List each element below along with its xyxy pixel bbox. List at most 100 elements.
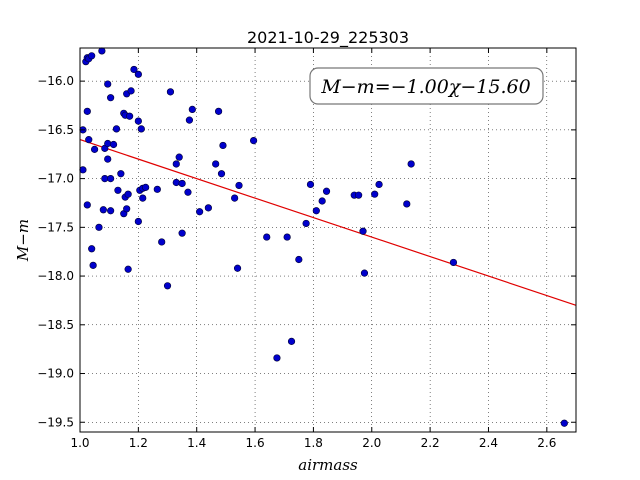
chart-title: 2021-10-29_225303 — [247, 28, 409, 48]
data-point — [127, 87, 135, 95]
data-point — [306, 180, 315, 189]
data-point — [104, 155, 112, 163]
data-point — [318, 197, 326, 205]
data-point — [375, 180, 383, 189]
data-point — [112, 125, 121, 133]
data-point — [178, 229, 186, 237]
data-point — [235, 181, 243, 190]
data-point — [322, 187, 331, 195]
data-point — [153, 185, 161, 193]
x-tick-label: 2.2 — [421, 436, 440, 450]
data-point — [212, 160, 220, 168]
y-tick-label: −18.5 — [37, 318, 74, 332]
data-point — [142, 183, 150, 191]
x-axis-ticks: 1.0 1.2 1.4 1.6 1.8 2.0 2.2 2.4 2.6 — [70, 48, 556, 450]
data-point — [88, 52, 96, 60]
fit-line — [79, 139, 577, 306]
data-point — [166, 88, 175, 96]
data-point — [175, 153, 183, 161]
data-point — [123, 205, 131, 213]
data-point — [250, 136, 258, 145]
data-point — [287, 337, 296, 345]
data-point — [185, 116, 194, 124]
data-point — [184, 188, 192, 196]
data-point — [114, 186, 122, 194]
plot-frame — [79, 47, 577, 433]
data-point — [126, 112, 134, 120]
y-tick-label: −16.0 — [37, 74, 74, 88]
data-point — [355, 191, 363, 199]
data-point — [231, 194, 239, 202]
y-axis-ticks: −16.0 −16.5 −17.0 −17.5 −18.0 −18.5 −19.0 −19.5 — [37, 74, 576, 429]
data-point — [134, 117, 142, 125]
x-tick-label: 1.2 — [129, 436, 148, 450]
data-point — [172, 178, 180, 187]
data-point — [134, 70, 142, 78]
data-point — [158, 238, 166, 246]
data-point — [107, 174, 115, 183]
data-point — [273, 354, 281, 362]
data-point — [449, 258, 458, 267]
data-point — [359, 227, 367, 235]
data-point — [283, 233, 291, 241]
data-point — [371, 190, 379, 198]
x-tick-label: 1.4 — [187, 436, 206, 450]
data-point — [117, 170, 125, 178]
data-point — [85, 136, 93, 144]
data-point — [172, 160, 180, 168]
data-point — [360, 269, 369, 277]
y-tick-label: −17.0 — [37, 172, 74, 186]
data-point — [233, 264, 242, 272]
x-tick-label: 2.4 — [479, 436, 498, 450]
data-point — [219, 141, 227, 150]
y-tick-label: −16.5 — [37, 123, 74, 137]
data-point — [139, 194, 147, 202]
data-point — [130, 65, 138, 74]
data-point — [134, 217, 142, 226]
grid-lines — [79, 48, 576, 432]
data-point — [163, 282, 172, 290]
data-point — [90, 145, 99, 153]
data-point — [104, 139, 112, 148]
data-point — [403, 200, 411, 208]
x-tick-label: 1.0 — [70, 436, 89, 450]
y-tick-label: −19.0 — [37, 367, 74, 381]
data-point — [79, 166, 87, 174]
y-tick-label: −19.5 — [37, 415, 74, 429]
data-point — [104, 80, 112, 88]
data-point — [83, 107, 91, 115]
data-point — [124, 265, 132, 273]
data-point — [302, 219, 310, 228]
data-point — [107, 207, 115, 215]
data-point — [263, 233, 271, 241]
data-point — [295, 255, 303, 264]
data-points — [79, 47, 568, 427]
x-tick-label: 1.8 — [304, 436, 323, 450]
data-point — [88, 245, 96, 253]
data-point — [137, 125, 145, 133]
data-point — [312, 207, 320, 215]
data-point — [99, 206, 107, 214]
y-tick-label: −17.5 — [37, 220, 74, 234]
data-point — [178, 179, 186, 188]
data-point — [217, 170, 226, 178]
data-point — [196, 208, 204, 216]
data-point — [98, 47, 106, 55]
data-point — [188, 105, 196, 114]
data-point — [109, 140, 118, 149]
data-point — [560, 419, 568, 427]
data-point — [214, 107, 223, 115]
data-point — [89, 261, 97, 269]
x-axis-label: airmass — [298, 456, 358, 474]
data-point — [204, 204, 212, 212]
y-axis-label: M−m — [14, 219, 32, 262]
data-point — [95, 223, 103, 231]
x-tick-label: 2.0 — [362, 436, 381, 450]
fit-line-group — [79, 139, 577, 306]
fit-equation-annotation: M−m=−1.00χ−15.60 — [320, 76, 530, 98]
annotation-box — [309, 67, 544, 105]
data-point — [407, 160, 415, 168]
x-tick-label: 2.6 — [537, 436, 556, 450]
data-point — [83, 201, 91, 209]
